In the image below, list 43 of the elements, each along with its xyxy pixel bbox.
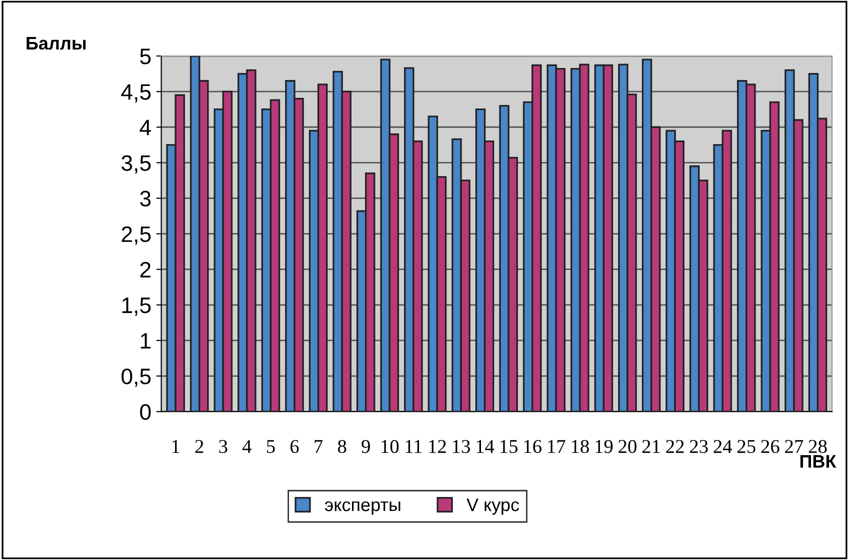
x-tick-label: 19: [596, 440, 613, 454]
x-tick-label: 26: [761, 440, 780, 454]
x-tick-label: 22: [666, 440, 684, 453]
x-tick-label: 2: [195, 440, 204, 453]
x-tick-label: 5: [266, 440, 275, 454]
y-tick-label: 1,5: [122, 298, 151, 316]
legend-label: эксперты: [324, 501, 400, 515]
x-tick-label: 14: [476, 440, 494, 453]
y-tick-label: 2: [140, 262, 150, 278]
x-tick-label: 10: [382, 440, 399, 454]
y-tick-label: 3: [140, 190, 151, 207]
x-tick-label: 28: [808, 440, 827, 454]
x-tick-label: 15: [500, 440, 518, 454]
x-tick-label: 17: [548, 440, 566, 453]
y-axis-title: Баллы: [26, 37, 86, 50]
x-tick-label: 27: [785, 440, 804, 453]
x-tick-label: 16: [524, 440, 542, 454]
x-tick-label: 3: [219, 440, 228, 454]
y-tick-label: 1: [140, 333, 151, 349]
x-tick-label: 7: [314, 440, 323, 453]
x-tick-label: 11: [406, 440, 422, 453]
x-tick-label: 6: [290, 440, 299, 454]
y-tick-label: 5: [140, 48, 151, 64]
x-axis-title: ПВК: [800, 455, 836, 468]
y-tick-label: 4: [140, 120, 151, 136]
x-tick-label: 13: [452, 440, 470, 454]
x-tick-label: 12: [429, 440, 446, 453]
x-tick-label: 18: [572, 440, 589, 454]
y-tick-label: 3,5: [122, 155, 151, 174]
x-tick-label: 24: [714, 440, 732, 453]
legend-label: V курс: [466, 498, 520, 515]
y-tick-label: 0: [140, 404, 151, 420]
y-tick-label: 4,5: [121, 84, 151, 102]
y-tick-label: 2,5: [122, 226, 151, 245]
x-tick-label: 23: [690, 440, 708, 454]
x-tick-label: 4: [242, 440, 252, 453]
x-tick-label: 1: [172, 440, 180, 453]
x-tick-label: 8: [338, 440, 346, 454]
x-tick-label: 9: [362, 440, 370, 454]
x-tick-label: 25: [738, 440, 756, 454]
x-tick-label: 21: [642, 440, 660, 453]
x-tick-label: 20: [618, 440, 636, 454]
y-tick-label: 0,5: [122, 368, 151, 387]
